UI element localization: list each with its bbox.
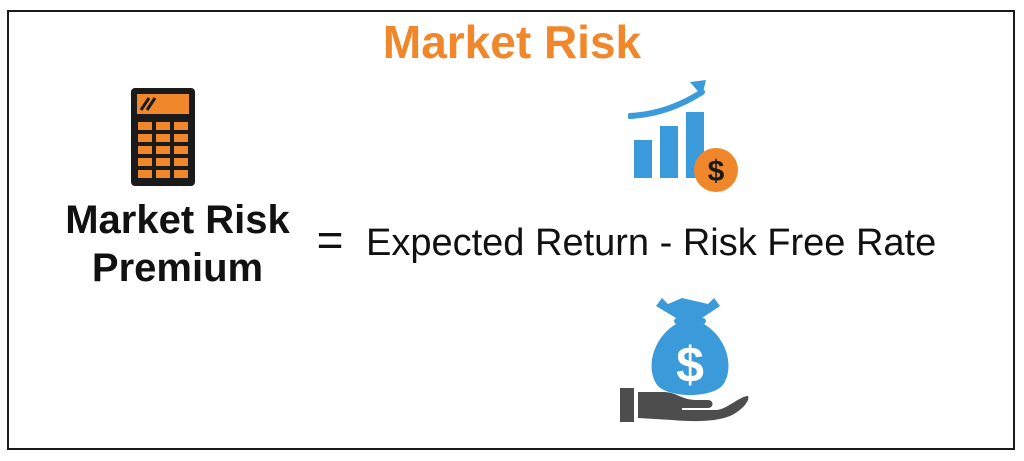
calculator-icon — [131, 88, 195, 186]
formula-rhs: Expected Return - Risk Free Rate — [366, 222, 937, 264]
lhs-line-2: Premium — [91, 246, 264, 290]
dollar-coin-icon: $ — [694, 148, 738, 192]
lhs-line-1: Market Risk — [65, 198, 290, 242]
equals-sign: = — [316, 214, 344, 266]
svg-text:$: $ — [708, 155, 725, 188]
diagram-frame — [7, 10, 1015, 450]
bar-chart-growth-icon: $ — [628, 80, 738, 192]
hand-icon — [620, 388, 749, 422]
formula-lhs: Market Risk Premium — [40, 196, 315, 292]
svg-text:$: $ — [676, 337, 704, 393]
page-title: Market Risk — [382, 16, 642, 68]
money-bag-icon: $ — [620, 298, 749, 422]
